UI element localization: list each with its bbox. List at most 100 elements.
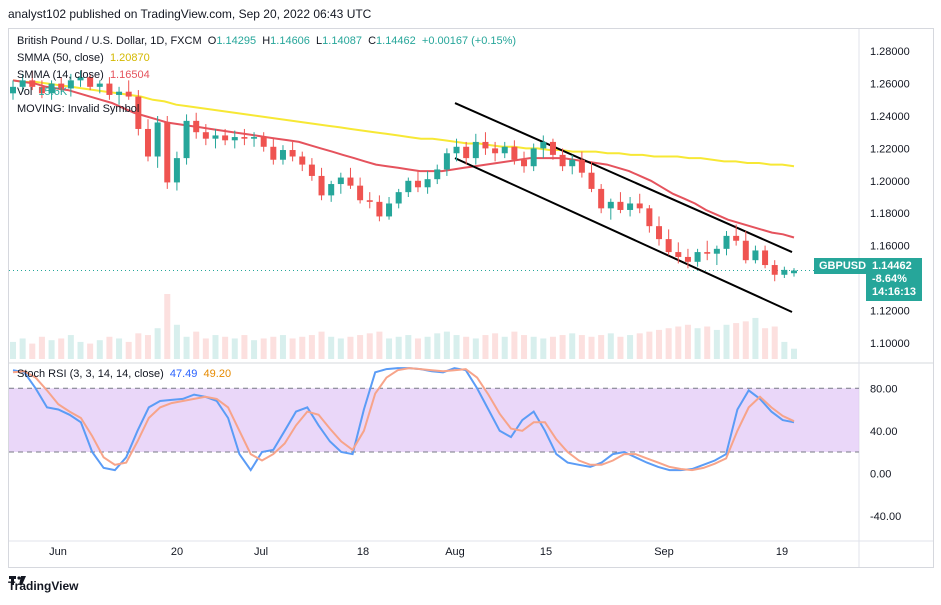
candle-body bbox=[443, 153, 450, 170]
candle-body bbox=[270, 146, 277, 160]
candle-body bbox=[771, 265, 778, 275]
chart-canvas[interactable]: 1.28000 1.26000 1.24000 1.22000 1.20000 1.180… bbox=[9, 29, 933, 567]
volume-bar bbox=[559, 335, 566, 359]
volume-bar bbox=[48, 340, 55, 359]
volume-bar bbox=[193, 331, 200, 359]
legend-vol-row: Vol 15.6K bbox=[17, 84, 516, 101]
volume-bar bbox=[733, 323, 740, 359]
volume-bar bbox=[58, 338, 65, 359]
stoch-series-d bbox=[12, 367, 795, 472]
volume-bar bbox=[684, 324, 691, 359]
time-axis-label: 19 bbox=[776, 546, 788, 558]
price-axis-label: 1.28000 bbox=[870, 46, 910, 58]
candle-body bbox=[260, 137, 267, 147]
candle-body bbox=[791, 270, 797, 274]
candle-body bbox=[742, 240, 749, 261]
volume-bar bbox=[472, 338, 479, 359]
volume-bar bbox=[87, 343, 94, 359]
time-axis-label: 20 bbox=[171, 546, 183, 558]
candle-body bbox=[164, 122, 171, 183]
candle-body bbox=[540, 141, 547, 149]
legend-symbol-row: British Pound / U.S. Dollar, 1D, FXCM O 1… bbox=[17, 33, 516, 50]
legend-smma50-row: SMMA (50, close) 1.20870 bbox=[17, 50, 516, 67]
volume-bar bbox=[414, 338, 421, 359]
legend-low-label: L bbox=[316, 35, 323, 47]
volume-bar bbox=[443, 331, 450, 359]
candle-body bbox=[752, 250, 759, 261]
candle-body bbox=[135, 96, 142, 129]
candle-body bbox=[183, 120, 190, 159]
candle-body bbox=[241, 137, 248, 139]
vol-value: 15.6K bbox=[38, 86, 68, 98]
symbol-tag: GBPUSD bbox=[814, 258, 872, 274]
volume-bar bbox=[781, 341, 788, 359]
volume-bar bbox=[299, 336, 306, 359]
candle-body bbox=[337, 177, 344, 185]
volume-bar bbox=[366, 333, 373, 359]
legend-close: 1.14462 bbox=[376, 35, 416, 47]
price-axis-label: 1.10000 bbox=[870, 338, 910, 350]
volume-bar bbox=[125, 341, 132, 359]
volume-bar bbox=[791, 348, 797, 359]
publisher-header: analyst102 published on TradingView.com,… bbox=[0, 0, 941, 28]
chart-container[interactable]: 1.28000 1.26000 1.24000 1.22000 1.20000 1.180… bbox=[8, 28, 934, 568]
candle-body bbox=[569, 159, 576, 167]
candle-body bbox=[482, 141, 489, 149]
smma50-value: 1.20870 bbox=[109, 52, 150, 64]
candle-body bbox=[173, 158, 180, 183]
footer-brand[interactable]: TradingView bbox=[8, 579, 79, 593]
candle-body bbox=[366, 200, 373, 202]
footer: TradingView bbox=[8, 574, 78, 598]
candle-body bbox=[19, 80, 26, 87]
candle-body bbox=[251, 137, 258, 139]
legend-low: 1.14087 bbox=[322, 35, 362, 47]
last-price: 1.14462 bbox=[872, 260, 912, 272]
candle-body bbox=[521, 159, 528, 167]
candle-body bbox=[501, 146, 508, 154]
volume-bar bbox=[713, 329, 720, 359]
legend-symbol: British Pound / U.S. Dollar, 1D, FXCM bbox=[17, 35, 202, 47]
candle-body bbox=[472, 141, 479, 159]
volume-bar bbox=[251, 340, 258, 359]
candle-body bbox=[617, 201, 624, 210]
volume-bar bbox=[212, 335, 219, 359]
price-axis-label: 1.22000 bbox=[870, 143, 910, 155]
candle-body bbox=[656, 226, 663, 240]
publisher-text: analyst102 published on TradingView.com,… bbox=[8, 7, 372, 21]
volume-bar bbox=[202, 338, 209, 359]
stoch-legend: Stoch RSI (3, 3, 14, 14, close) 47.49 49… bbox=[17, 366, 231, 383]
volume-bar bbox=[386, 338, 393, 359]
stoch-series-k bbox=[12, 367, 795, 472]
volume-bar bbox=[183, 336, 190, 359]
candle-body bbox=[395, 192, 402, 204]
candle-body bbox=[299, 156, 306, 165]
volume-bar bbox=[241, 335, 248, 359]
candle-body bbox=[386, 203, 393, 217]
bar-countdown: 14:16:13 bbox=[872, 286, 917, 298]
stoch-label: Stoch RSI (3, 3, 14, 14, close) bbox=[17, 368, 164, 380]
candle-body bbox=[453, 146, 460, 154]
time-axis-label: 15 bbox=[540, 546, 552, 558]
volume-bar bbox=[405, 335, 412, 359]
candle-body bbox=[231, 137, 238, 141]
legend-open-label: O bbox=[207, 35, 217, 47]
volume-bar bbox=[308, 335, 315, 359]
candle-body bbox=[530, 148, 537, 167]
stoch-axis-label: 80.00 bbox=[870, 383, 898, 395]
volume-bar bbox=[260, 338, 267, 359]
stoch-band bbox=[9, 388, 859, 452]
volume-bar bbox=[144, 335, 151, 359]
channel-lower-line bbox=[454, 157, 793, 313]
last-price-tag: 1.14462 -8.64% 14:16:13 bbox=[866, 258, 923, 301]
candle-body bbox=[154, 122, 161, 157]
candle-body bbox=[549, 141, 556, 155]
candle-body bbox=[58, 83, 65, 89]
last-price-pct: -8.64% bbox=[872, 273, 907, 285]
volume-bar bbox=[482, 335, 489, 359]
candle-body bbox=[212, 135, 219, 139]
volume-bar bbox=[742, 321, 749, 359]
volume-bar bbox=[10, 341, 16, 359]
tradingview-logo-icon bbox=[9, 576, 26, 585]
volume-bar bbox=[164, 294, 171, 359]
candle-body bbox=[607, 201, 614, 209]
